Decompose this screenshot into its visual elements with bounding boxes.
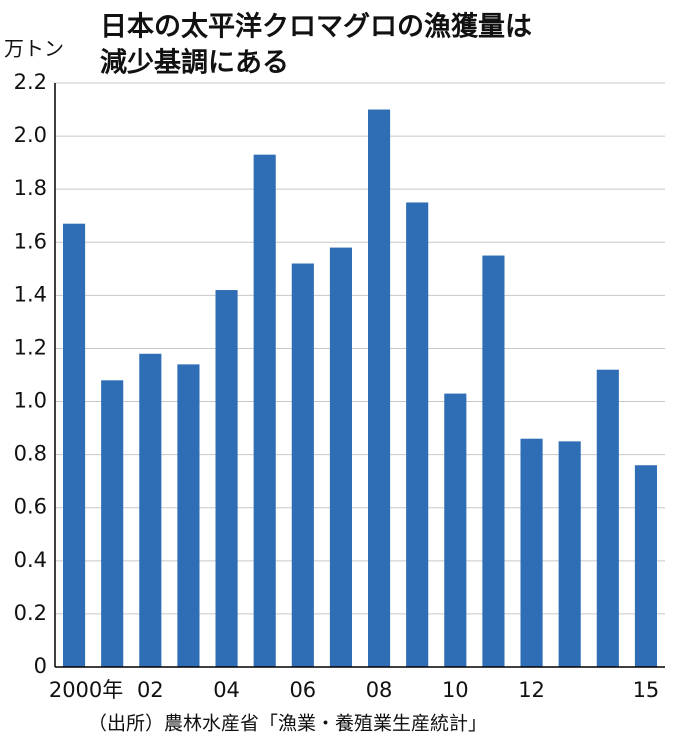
x-tick-label: 06 <box>289 678 316 702</box>
bar <box>101 380 124 667</box>
y-tick-label: 2.2 <box>14 70 47 94</box>
bar <box>291 263 314 667</box>
y-tick-label: 1.4 <box>14 282 47 306</box>
y-tick-label: 0 <box>34 654 47 678</box>
bar <box>215 290 238 667</box>
bar <box>139 353 162 667</box>
x-tick-label: 15 <box>633 678 660 702</box>
bar <box>596 369 619 667</box>
bar <box>520 438 543 667</box>
y-tick-label: 0.2 <box>14 601 47 625</box>
y-tick-label: 1.6 <box>14 229 47 253</box>
y-tick-label: 0.6 <box>14 495 47 519</box>
y-tick-label: 1.0 <box>14 389 47 413</box>
source-note: （出所）農林水産省「漁業・養殖業生産統計」 <box>88 713 487 735</box>
y-axis-label: 万トン <box>4 37 64 61</box>
y-tick-label: 1.2 <box>14 335 47 359</box>
bar <box>368 109 391 667</box>
x-tick-label: 12 <box>518 678 545 702</box>
x-tick-label: 10 <box>442 678 469 702</box>
bar <box>444 393 467 667</box>
x-tick-label: 08 <box>366 678 393 702</box>
y-tick-label: 2.0 <box>14 123 47 147</box>
y-tick-label: 0.4 <box>14 548 47 572</box>
bar <box>406 202 429 668</box>
y-tick-label: 1.8 <box>14 176 47 200</box>
bar <box>329 247 352 667</box>
bar <box>634 465 657 667</box>
y-tick-label: 0.8 <box>14 442 47 466</box>
x-tick-label: 04 <box>213 678 240 702</box>
x-tick-label: 2000年 <box>49 678 123 702</box>
bar <box>482 255 505 667</box>
chart-title: 減少基調にある <box>100 47 289 79</box>
x-tick-label: 02 <box>137 678 164 702</box>
bar <box>177 364 200 667</box>
chart-title: 日本の太平洋クロマグロの漁獲量は <box>100 11 532 43</box>
bar <box>63 223 86 667</box>
bar <box>253 154 276 667</box>
bar <box>558 441 581 667</box>
